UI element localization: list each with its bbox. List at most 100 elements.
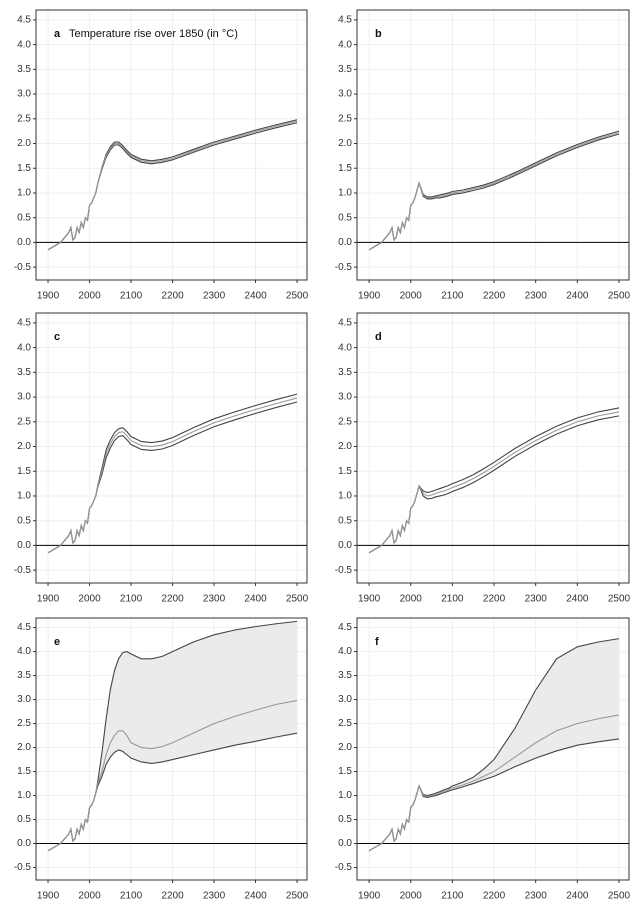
y-tick-label: 2.5 — [338, 718, 352, 729]
y-tick-label: 2.5 — [17, 416, 31, 427]
x-tick-label: 2100 — [441, 594, 464, 605]
x-tick-label: 2300 — [203, 291, 226, 302]
y-tick-label: 4.0 — [338, 342, 352, 353]
series-line — [47, 397, 298, 554]
plot-frame — [35, 9, 308, 281]
x-tick-label: 2000 — [400, 594, 423, 605]
y-tick-label: 1.0 — [338, 188, 352, 199]
y-tick-label: 1.0 — [338, 790, 352, 801]
x-tick-label: 2400 — [566, 291, 589, 302]
y-tick-label: 2.0 — [338, 138, 352, 149]
y-tick-label: 1.5 — [17, 766, 31, 777]
y-tick-label: 1.5 — [338, 766, 352, 777]
y-tick-label: 2.5 — [338, 113, 352, 124]
plot-frame — [356, 9, 630, 281]
plot-frame — [356, 312, 630, 584]
y-tick-label: 2.0 — [17, 138, 31, 149]
y-tick-label: 0.0 — [17, 540, 31, 551]
y-tick-label: 4.5 — [17, 318, 31, 329]
y-tick-label: 4.5 — [17, 622, 31, 633]
y-tick-label: -0.5 — [14, 565, 32, 576]
x-tick-label: 2200 — [161, 891, 184, 902]
y-tick-label: -0.5 — [14, 262, 32, 273]
x-tick-label: 2400 — [244, 291, 267, 302]
x-tick-label: 2100 — [441, 291, 464, 302]
x-tick-label: 2100 — [120, 291, 143, 302]
y-tick-label: 4.0 — [338, 646, 352, 657]
y-tick-label: 2.5 — [338, 416, 352, 427]
x-tick-label: 2000 — [78, 291, 101, 302]
x-tick-label: 1900 — [358, 891, 381, 902]
x-tick-label: 2300 — [203, 594, 226, 605]
plot-frame — [356, 617, 630, 881]
panel-label: d — [375, 331, 382, 343]
plot-frame — [35, 312, 308, 584]
y-tick-label: 2.5 — [17, 113, 31, 124]
panel-label: b — [375, 28, 382, 40]
x-tick-label: 2300 — [525, 594, 548, 605]
x-tick-label: 2400 — [244, 594, 267, 605]
x-tick-label: 2300 — [203, 891, 226, 902]
y-tick-label: 3.5 — [17, 64, 31, 75]
panel-label: c — [54, 331, 60, 343]
panel-label: f — [375, 636, 379, 648]
y-tick-label: 4.5 — [17, 15, 31, 26]
x-tick-label: 2000 — [400, 891, 423, 902]
y-tick-label: 0.0 — [17, 237, 31, 248]
y-tick-label: 0.5 — [338, 515, 352, 526]
x-tick-label: 2200 — [161, 291, 184, 302]
y-tick-label: 1.5 — [17, 163, 31, 174]
x-tick-label: 2100 — [441, 891, 464, 902]
y-tick-label: 0.5 — [17, 515, 31, 526]
x-tick-label: 1900 — [37, 291, 60, 302]
x-tick-label: 2400 — [566, 594, 589, 605]
y-tick-label: 0.0 — [338, 540, 352, 551]
y-tick-label: -0.5 — [335, 862, 353, 873]
y-tick-label: 3.0 — [338, 392, 352, 403]
y-tick-label: 4.5 — [338, 15, 352, 26]
x-tick-label: 2400 — [244, 891, 267, 902]
y-tick-label: -0.5 — [335, 565, 353, 576]
y-tick-label: 3.5 — [338, 64, 352, 75]
x-tick-label: 2500 — [608, 594, 631, 605]
y-tick-label: 4.0 — [17, 646, 31, 657]
y-tick-label: 0.5 — [338, 814, 352, 825]
y-tick-label: 2.0 — [338, 441, 352, 452]
y-tick-label: 1.0 — [17, 491, 31, 502]
uncertainty-band — [369, 638, 620, 851]
series-line — [47, 699, 298, 852]
y-tick-label: 3.5 — [17, 670, 31, 681]
y-tick-label: 4.5 — [338, 318, 352, 329]
x-tick-label: 2000 — [78, 891, 101, 902]
x-tick-label: 2200 — [161, 594, 184, 605]
x-tick-label: 2500 — [286, 594, 309, 605]
y-tick-label: 4.5 — [338, 622, 352, 633]
x-tick-label: 2200 — [483, 291, 506, 302]
plot-frame — [35, 617, 308, 881]
series-line — [368, 714, 620, 852]
y-tick-label: 3.5 — [17, 367, 31, 378]
series-line — [47, 120, 298, 251]
x-tick-label: 2500 — [608, 291, 631, 302]
y-tick-label: -0.5 — [14, 862, 32, 873]
y-tick-label: 1.0 — [17, 188, 31, 199]
y-tick-label: 2.0 — [17, 441, 31, 452]
uncertainty-band — [48, 621, 298, 851]
x-tick-label: 2200 — [483, 891, 506, 902]
y-tick-label: 3.0 — [17, 89, 31, 100]
x-tick-label: 2100 — [120, 891, 143, 902]
y-tick-label: 1.5 — [17, 466, 31, 477]
y-tick-label: 3.0 — [17, 694, 31, 705]
panel-label: e — [54, 636, 60, 648]
x-tick-label: 1900 — [358, 594, 381, 605]
x-tick-label: 2300 — [525, 291, 548, 302]
x-tick-label: 2200 — [483, 594, 506, 605]
y-tick-label: 0.0 — [338, 237, 352, 248]
y-tick-label: -0.5 — [335, 262, 353, 273]
y-tick-label: 0.5 — [338, 212, 352, 223]
panel-title: Temperature rise over 1850 (in °C) — [69, 28, 238, 40]
x-tick-label: 2000 — [400, 291, 423, 302]
y-tick-label: 1.0 — [17, 790, 31, 801]
y-tick-label: 0.5 — [17, 814, 31, 825]
